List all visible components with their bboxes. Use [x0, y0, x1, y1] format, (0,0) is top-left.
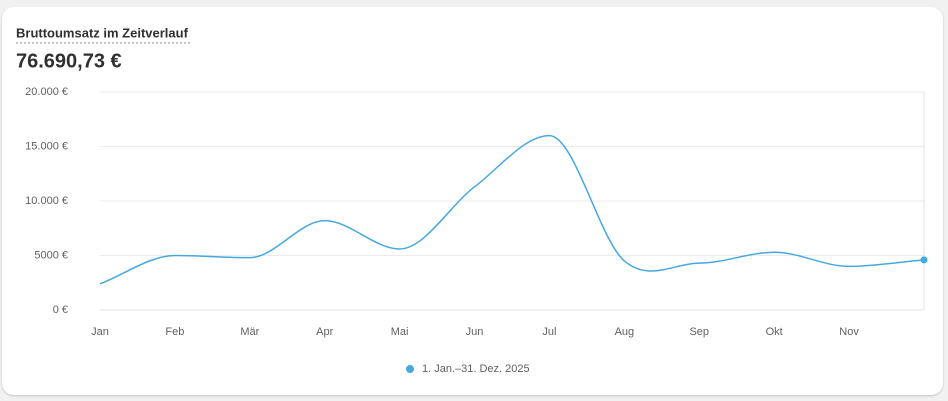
x-tick-label: Nov	[839, 326, 859, 338]
line	[99, 134, 925, 285]
x-tick-label: Feb	[165, 326, 184, 338]
x-tick-label: Mai	[391, 326, 409, 338]
x-tick-label: Apr	[316, 326, 333, 338]
x-tick-label: Jul	[542, 326, 556, 338]
end-point	[920, 256, 928, 264]
x-tick-label: Jan	[91, 326, 109, 338]
total-value: 76.690,73 €	[16, 50, 122, 72]
y-tick-label: 20.000 €	[25, 86, 68, 98]
x-tick-label: Mär	[240, 326, 259, 338]
x-tick-label: Okt	[766, 326, 783, 338]
y-tick-label: 10.000 €	[25, 195, 68, 207]
x-tick-label: Jun	[466, 326, 484, 338]
chart-title[interactable]: Bruttoumsatz im Zeitverlauf	[16, 25, 189, 40]
y-tick-label: 0 €	[53, 304, 68, 316]
x-tick-label: Sep	[689, 326, 709, 338]
y-tick-label: 5000 €	[34, 249, 68, 261]
y-tick-label: 15.000 €	[25, 140, 68, 152]
x-tick-label: Aug	[615, 326, 635, 338]
legend-marker	[406, 365, 414, 373]
legend-label: 1. Jan.–31. Dez. 2025	[422, 363, 530, 375]
